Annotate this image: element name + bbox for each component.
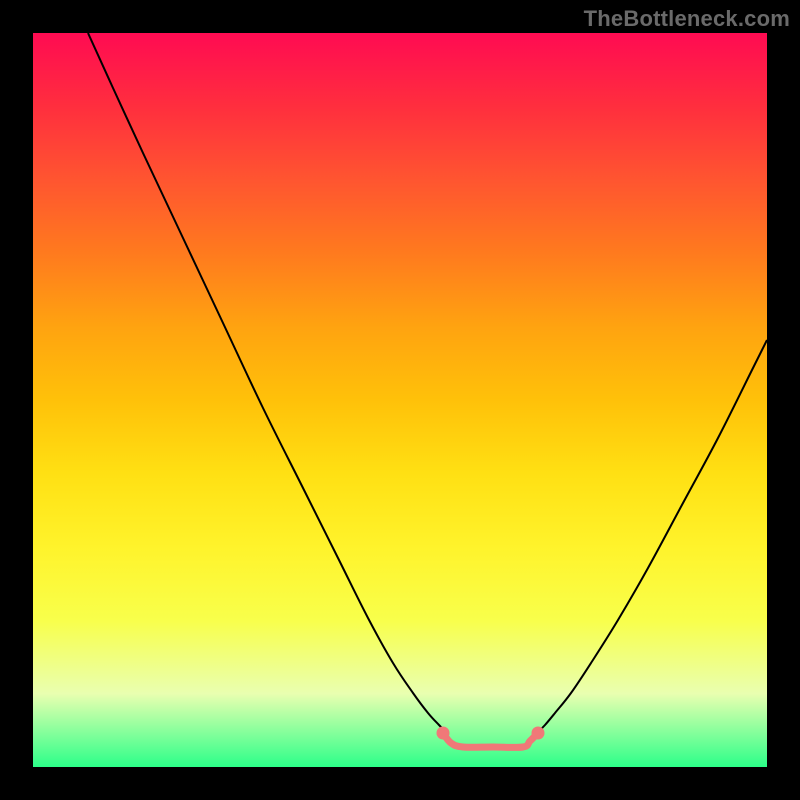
chart-svg xyxy=(0,0,800,800)
end-dot-1 xyxy=(532,727,545,740)
chart-container: TheBottleneck.com xyxy=(0,0,800,800)
watermark-text: TheBottleneck.com xyxy=(584,6,790,32)
curve-left xyxy=(88,33,446,732)
flat-segment xyxy=(443,733,538,747)
end-dot-0 xyxy=(437,727,450,740)
curve-right xyxy=(538,340,767,732)
